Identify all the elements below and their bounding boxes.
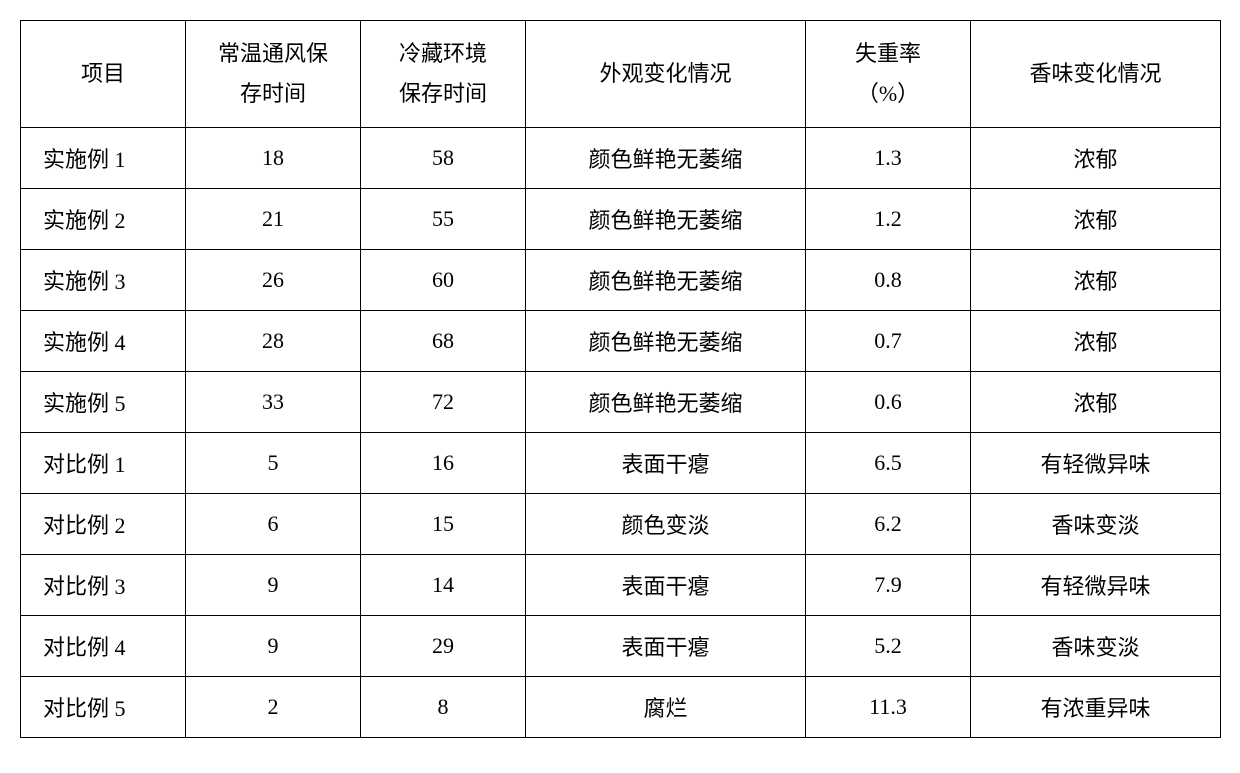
header-text: 常温通风保 [218, 41, 328, 66]
header-text: 失重率 [855, 41, 921, 66]
cell-aroma: 有浓重异味 [971, 677, 1221, 738]
cell-item: 实施例 1 [21, 128, 186, 189]
cell-ambient: 9 [186, 555, 361, 616]
cell-item: 对比例 1 [21, 433, 186, 494]
cell-item: 对比例 5 [21, 677, 186, 738]
cell-cold: 15 [361, 494, 526, 555]
cell-cold: 72 [361, 372, 526, 433]
cell-aroma: 浓郁 [971, 311, 1221, 372]
cell-weight-loss: 1.2 [806, 189, 971, 250]
cell-ambient: 33 [186, 372, 361, 433]
cell-weight-loss: 0.8 [806, 250, 971, 311]
cell-ambient: 9 [186, 616, 361, 677]
cell-cold: 8 [361, 677, 526, 738]
cell-ambient: 21 [186, 189, 361, 250]
table-row: 实施例 3 26 60 颜色鲜艳无萎缩 0.8 浓郁 [21, 250, 1221, 311]
table-row: 实施例 2 21 55 颜色鲜艳无萎缩 1.2 浓郁 [21, 189, 1221, 250]
cell-appearance: 颜色变淡 [526, 494, 806, 555]
col-header-appearance: 外观变化情况 [526, 21, 806, 128]
cell-item: 实施例 2 [21, 189, 186, 250]
col-header-aroma: 香味变化情况 [971, 21, 1221, 128]
cell-ambient: 2 [186, 677, 361, 738]
cell-ambient: 5 [186, 433, 361, 494]
cell-weight-loss: 7.9 [806, 555, 971, 616]
cell-cold: 14 [361, 555, 526, 616]
header-text: 保存时间 [399, 81, 487, 106]
cell-appearance: 颜色鲜艳无萎缩 [526, 189, 806, 250]
cell-ambient: 6 [186, 494, 361, 555]
cell-weight-loss: 0.6 [806, 372, 971, 433]
cell-aroma: 浓郁 [971, 250, 1221, 311]
cell-cold: 55 [361, 189, 526, 250]
col-header-item: 项目 [21, 21, 186, 128]
cell-weight-loss: 0.7 [806, 311, 971, 372]
cell-appearance: 表面干瘪 [526, 433, 806, 494]
table-row: 对比例 1 5 16 表面干瘪 6.5 有轻微异味 [21, 433, 1221, 494]
cell-ambient: 28 [186, 311, 361, 372]
cell-aroma: 有轻微异味 [971, 433, 1221, 494]
cell-item: 实施例 5 [21, 372, 186, 433]
cell-ambient: 26 [186, 250, 361, 311]
cell-aroma: 浓郁 [971, 128, 1221, 189]
table-row: 对比例 4 9 29 表面干瘪 5.2 香味变淡 [21, 616, 1221, 677]
cell-weight-loss: 6.5 [806, 433, 971, 494]
cell-cold: 60 [361, 250, 526, 311]
cell-aroma: 香味变淡 [971, 494, 1221, 555]
cell-appearance: 腐烂 [526, 677, 806, 738]
table-header-row: 项目 常温通风保 存时间 冷藏环境 保存时间 外观变化情况 失重率 （%） [21, 21, 1221, 128]
cell-item: 对比例 4 [21, 616, 186, 677]
cell-weight-loss: 5.2 [806, 616, 971, 677]
cell-item: 实施例 3 [21, 250, 186, 311]
table-row: 对比例 3 9 14 表面干瘪 7.9 有轻微异味 [21, 555, 1221, 616]
header-text: 冷藏环境 [399, 41, 487, 66]
data-table: 项目 常温通风保 存时间 冷藏环境 保存时间 外观变化情况 失重率 （%） [20, 20, 1221, 738]
col-header-weight-loss: 失重率 （%） [806, 21, 971, 128]
cell-appearance: 颜色鲜艳无萎缩 [526, 372, 806, 433]
table-row: 实施例 4 28 68 颜色鲜艳无萎缩 0.7 浓郁 [21, 311, 1221, 372]
cell-appearance: 表面干瘪 [526, 616, 806, 677]
col-header-cold-time: 冷藏环境 保存时间 [361, 21, 526, 128]
cell-aroma: 有轻微异味 [971, 555, 1221, 616]
cell-weight-loss: 6.2 [806, 494, 971, 555]
cell-aroma: 香味变淡 [971, 616, 1221, 677]
cell-cold: 68 [361, 311, 526, 372]
cell-weight-loss: 11.3 [806, 677, 971, 738]
cell-aroma: 浓郁 [971, 372, 1221, 433]
col-header-ambient-time: 常温通风保 存时间 [186, 21, 361, 128]
cell-item: 实施例 4 [21, 311, 186, 372]
cell-ambient: 18 [186, 128, 361, 189]
cell-appearance: 表面干瘪 [526, 555, 806, 616]
cell-appearance: 颜色鲜艳无萎缩 [526, 128, 806, 189]
table-row: 实施例 5 33 72 颜色鲜艳无萎缩 0.6 浓郁 [21, 372, 1221, 433]
cell-cold: 58 [361, 128, 526, 189]
cell-weight-loss: 1.3 [806, 128, 971, 189]
table-row: 对比例 5 2 8 腐烂 11.3 有浓重异味 [21, 677, 1221, 738]
header-text: （%） [857, 81, 919, 106]
cell-appearance: 颜色鲜艳无萎缩 [526, 311, 806, 372]
header-text: 存时间 [240, 81, 306, 106]
table-body: 实施例 1 18 58 颜色鲜艳无萎缩 1.3 浓郁 实施例 2 21 55 颜… [21, 128, 1221, 738]
cell-appearance: 颜色鲜艳无萎缩 [526, 250, 806, 311]
cell-item: 对比例 3 [21, 555, 186, 616]
cell-cold: 29 [361, 616, 526, 677]
cell-item: 对比例 2 [21, 494, 186, 555]
cell-aroma: 浓郁 [971, 189, 1221, 250]
table-row: 实施例 1 18 58 颜色鲜艳无萎缩 1.3 浓郁 [21, 128, 1221, 189]
table-row: 对比例 2 6 15 颜色变淡 6.2 香味变淡 [21, 494, 1221, 555]
cell-cold: 16 [361, 433, 526, 494]
